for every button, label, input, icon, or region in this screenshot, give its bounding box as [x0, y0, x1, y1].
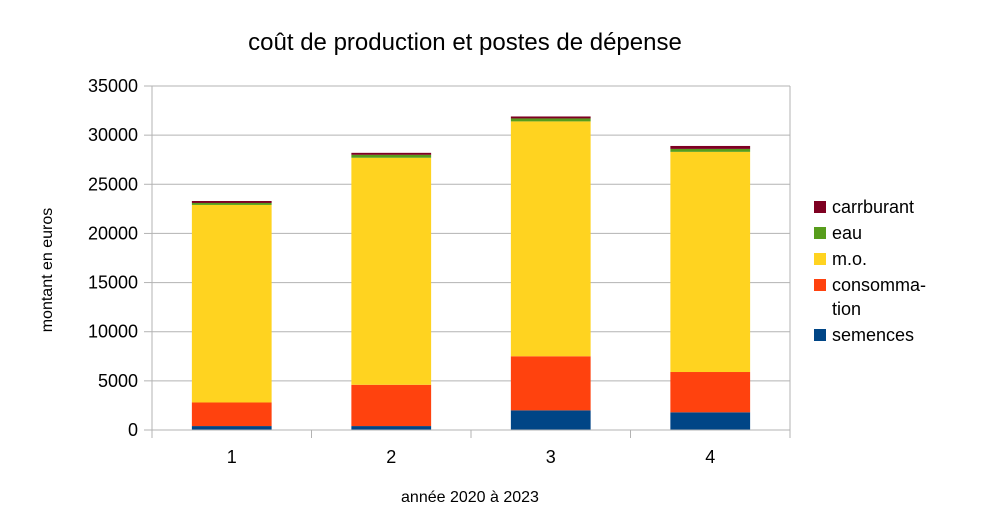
bar-segment-semences — [510, 410, 591, 430]
y-tick-label: 35000 — [88, 76, 138, 96]
legend: carrburant eau m.o. consomma-tion semences — [814, 197, 926, 345]
bar-segment-m-o- — [510, 121, 591, 357]
legend-label: eau — [832, 223, 862, 243]
x-axis-ticks: 1 2 3 4 — [151, 430, 791, 467]
bar-segment-carrburant — [351, 152, 432, 155]
legend-swatch — [814, 227, 826, 239]
x-tick-label: 4 — [705, 447, 715, 467]
y-tick-label: 10000 — [88, 322, 138, 342]
x-tick-label: 2 — [386, 447, 396, 467]
legend-swatch — [814, 253, 826, 265]
legend-swatch — [814, 279, 826, 291]
bar-segment-consommation — [510, 356, 591, 411]
bar-segment-m-o- — [191, 204, 272, 403]
bar-segment-m-o- — [351, 157, 432, 385]
legend-label: semences — [832, 325, 914, 345]
bar-segment-semences — [191, 426, 272, 430]
legend-label: consomma- — [832, 275, 926, 295]
bar-segment-carrburant — [191, 200, 272, 203]
bar-segment-eau — [191, 202, 272, 205]
y-tick-label: 25000 — [88, 174, 138, 194]
bar-segment-eau — [670, 148, 751, 152]
y-tick-label: 20000 — [88, 223, 138, 243]
legend-label: carrburant — [832, 197, 914, 217]
y-tick-label: 30000 — [88, 125, 138, 145]
y-axis-label: montant en euros — [39, 208, 56, 333]
y-tick-label: 5000 — [98, 371, 138, 391]
bar-segment-semences — [351, 426, 432, 430]
x-tick-label: 1 — [227, 447, 237, 467]
bar-segment-consommation — [670, 372, 751, 413]
bar-segment-consommation — [191, 402, 272, 427]
x-tick-label: 3 — [546, 447, 556, 467]
legend-label: tion — [832, 299, 861, 319]
bar-segment-eau — [351, 154, 432, 158]
bar-segment-eau — [510, 118, 591, 122]
bar-segment-carrburant — [670, 145, 751, 149]
legend-swatch — [814, 329, 826, 341]
legend-swatch — [814, 201, 826, 213]
y-tick-label: 15000 — [88, 273, 138, 293]
chart-title: coût de production et postes de dépense — [248, 29, 682, 56]
y-axis-ticks: 0 5000 10000 15000 20000 25000 30000 35000 — [88, 76, 152, 440]
bar-segment-carrburant — [510, 116, 591, 119]
x-axis-label: année 2020 à 2023 — [401, 489, 539, 506]
bars — [191, 116, 751, 430]
y-tick-label: 0 — [128, 420, 138, 440]
legend-label: m.o. — [832, 249, 867, 269]
bar-segment-consommation — [351, 384, 432, 427]
bar-segment-semences — [670, 412, 751, 430]
bar-segment-m-o- — [670, 151, 751, 373]
